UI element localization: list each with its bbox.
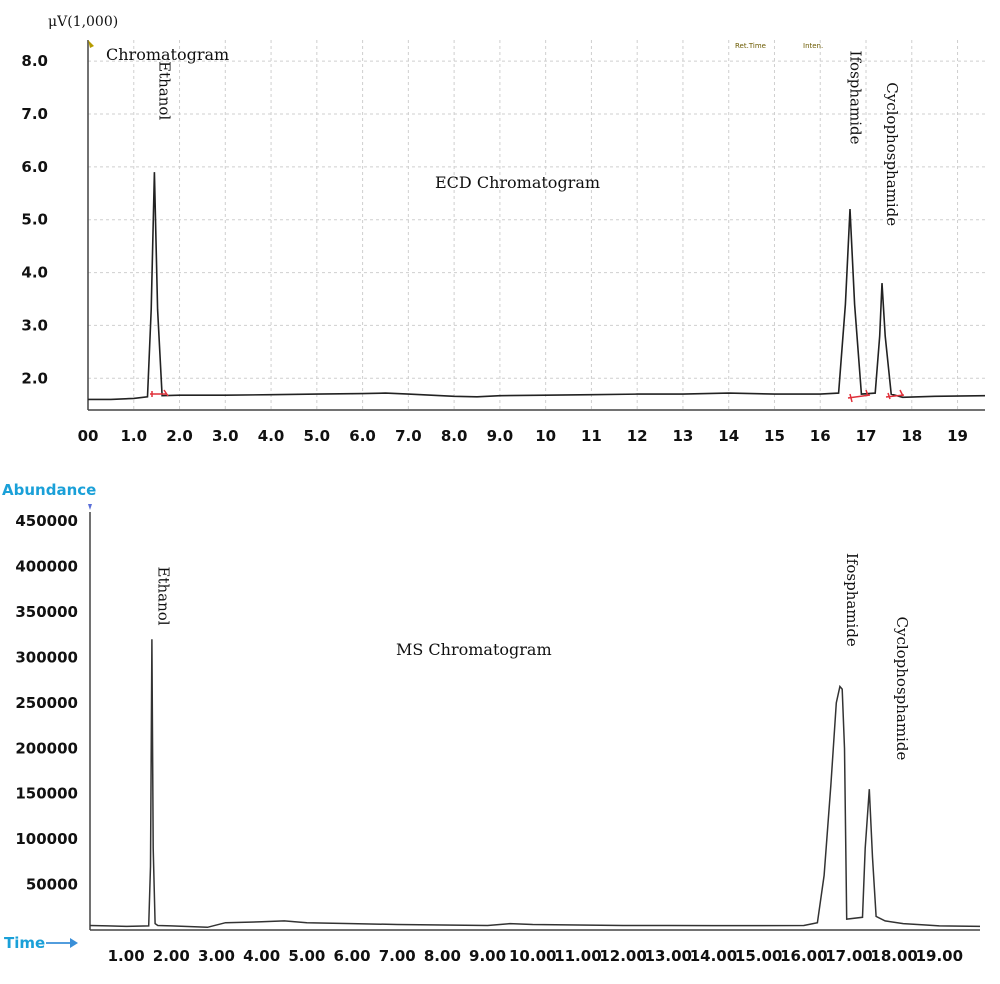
ms-y-tick-labels: 50000 100000 150000 200000 250000 300000 35000… [15, 512, 78, 893]
x-tick-label: 12.00 [599, 947, 646, 965]
peak-label-cyclophosphamide: Cyclophosphamide [883, 82, 901, 226]
x-tick-label: 7.0 [395, 427, 422, 445]
x-tick-label: 1.0 [120, 427, 147, 445]
ms-chart-title: MS Chromatogram [396, 640, 552, 659]
ecd-chart-title: ECD Chromatogram [435, 173, 600, 192]
y-tick-label: 450000 [15, 512, 78, 530]
x-tick-label: 9.0 [487, 427, 514, 445]
peak-label-ifosphamide: Ifosphamide [843, 553, 861, 647]
ecd-gridlines [88, 40, 985, 410]
ecd-y-tick-labels: 2.0 3.0 4.0 5.0 6.0 7.0 8.0 [21, 52, 48, 387]
ecd-integration-marks [150, 389, 905, 403]
ecd-x-tick-labels: 00 1.0 2.0 3.0 4.0 5.0 6.0 7.0 8.0 9.0 10 11 12 13 14 1… [78, 427, 968, 445]
x-tick-label: 10 [535, 427, 556, 445]
x-tick-label: 6.00 [334, 947, 371, 965]
x-tick-label: 5.0 [304, 427, 331, 445]
x-tick-label: 3.0 [212, 427, 239, 445]
x-tick-label: 17.00 [825, 947, 872, 965]
y-tick-label: 7.0 [21, 105, 48, 123]
x-tick-label: 14.00 [690, 947, 737, 965]
x-tick-label: 19.00 [916, 947, 963, 965]
x-tick-label: 15 [764, 427, 785, 445]
peak-label-ethanol: Ethanol [154, 567, 172, 626]
y-tick-label: 50000 [26, 876, 78, 894]
x-tick-label: 11.00 [554, 947, 601, 965]
x-tick-label: 16 [810, 427, 831, 445]
y-tick-label: 200000 [15, 739, 78, 757]
y-tick-label: 100000 [15, 830, 78, 848]
x-tick-label: 7.00 [379, 947, 416, 965]
peak-label-ifosphamide: Ifosphamide [846, 51, 864, 145]
x-tick-label: 3.00 [198, 947, 235, 965]
x-tick-label: 2.00 [153, 947, 190, 965]
y-tick-label: 250000 [15, 694, 78, 712]
ms-peak-labels: Ethanol Ifosphamide Cyclophosphamide [154, 553, 911, 761]
y-tick-label: 2.0 [21, 369, 48, 387]
y-tick-label: 6.0 [21, 158, 48, 176]
x-tick-label: 6.0 [349, 427, 376, 445]
ms-y-axis-label: Abundance [2, 481, 96, 499]
x-tick-label: 4.00 [243, 947, 280, 965]
x-tick-label: 15.00 [735, 947, 782, 965]
y-tick-label: 3.0 [21, 316, 48, 334]
peak-label-cyclophosphamide: Cyclophosphamide [893, 617, 911, 761]
x-tick-label: 1.00 [108, 947, 145, 965]
x-tick-label: 2.0 [166, 427, 193, 445]
x-tick-label: 4.0 [258, 427, 285, 445]
x-tick-label: 19 [947, 427, 968, 445]
ecd-small-label-retention: Ret.Time [735, 42, 766, 50]
x-tick-label: 14 [718, 427, 739, 445]
y-tick-label: 8.0 [21, 52, 48, 70]
x-tick-label: 10.00 [509, 947, 556, 965]
y-tick-label: 300000 [15, 648, 78, 666]
x-tick-label: 8.0 [441, 427, 468, 445]
x-tick-label: 00 [78, 427, 99, 445]
x-tick-label: 12 [627, 427, 648, 445]
x-tick-label: 9.00 [469, 947, 506, 965]
x-tick-label: 13 [673, 427, 694, 445]
ecd-chart-panel: 2.0 3.0 4.0 5.0 6.0 7.0 8.0 00 1.0 2.0 3.0 4.0 5.0 6… [21, 14, 986, 445]
x-tick-label: 18.00 [870, 947, 917, 965]
x-tick-label: 11 [581, 427, 602, 445]
y-tick-label: 150000 [15, 785, 78, 803]
y-tick-label: 5.0 [21, 211, 48, 229]
x-tick-label: 8.00 [424, 947, 461, 965]
arrow-right-icon [46, 938, 78, 948]
x-tick-label: 17 [856, 427, 877, 445]
x-tick-label: 16.00 [780, 947, 827, 965]
ecd-small-label-intensity: Inten. [803, 42, 823, 50]
ecd-peak-labels: Ethanol Ifosphamide Cyclophosphamide [155, 51, 901, 227]
ms-x-tick-labels: 1.00 2.00 3.00 4.00 5.00 6.00 7.00 8.00 9.00 10.0… [108, 947, 963, 965]
ms-series-line [89, 639, 981, 929]
ecd-corner-label: Chromatogram [106, 45, 229, 64]
peak-label-ethanol: Ethanol [155, 61, 173, 120]
x-tick-label: 5.00 [288, 947, 325, 965]
y-tick-label: 400000 [15, 558, 78, 576]
ecd-unit-label: μV(1,000) [48, 14, 118, 30]
x-tick-label: 13.00 [645, 947, 692, 965]
ecd-corner-marker [88, 40, 94, 48]
y-tick-label: 4.0 [21, 264, 48, 282]
ms-x-axis-label: Time [4, 934, 45, 952]
ecd-series-line [88, 172, 986, 401]
y-tick-label: 350000 [15, 603, 78, 621]
x-tick-label: 18 [901, 427, 922, 445]
ms-corner-marker [88, 504, 92, 510]
ms-chart-panel: 50000 100000 150000 200000 250000 300000 35000… [2, 481, 981, 965]
